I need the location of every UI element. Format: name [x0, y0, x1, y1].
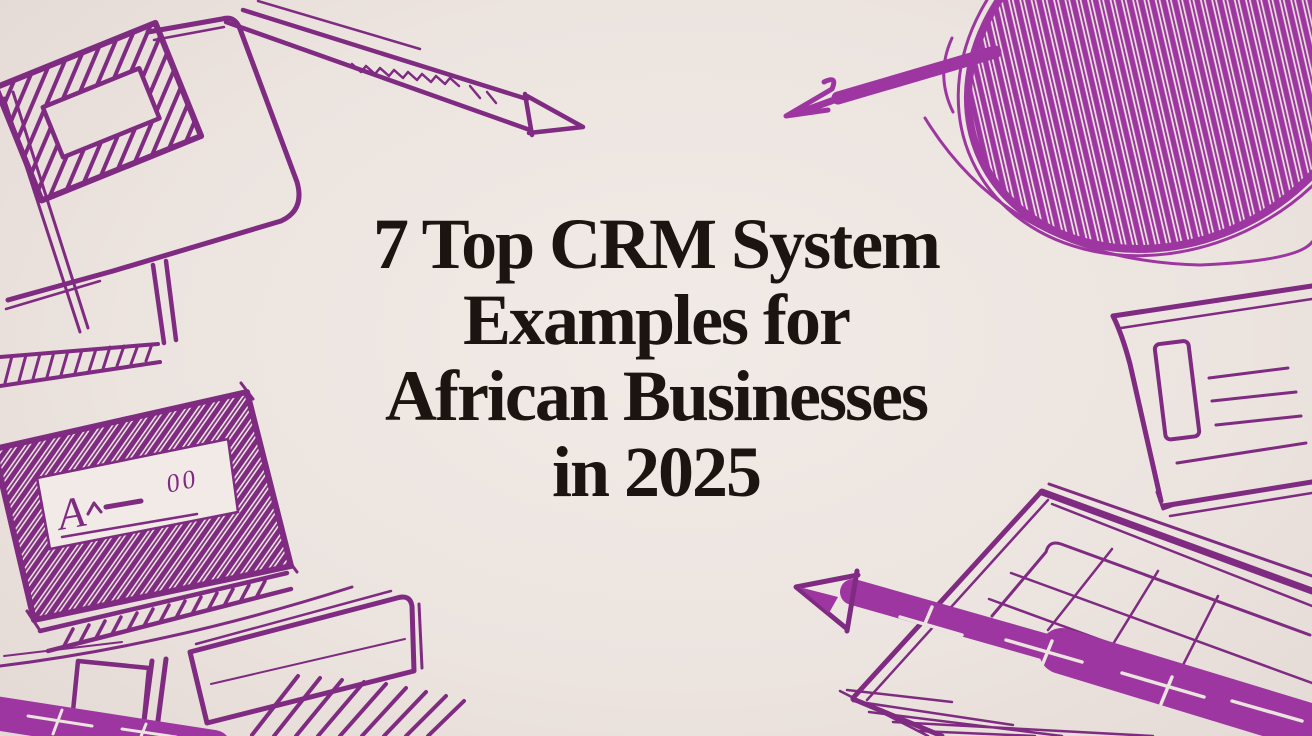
scribble-oval-sketch — [923, 0, 1312, 267]
pen-sketch — [793, 568, 1312, 736]
title-line-2: Examples for — [463, 280, 851, 360]
pencil-sketch — [223, 0, 586, 138]
tablet-stand-sketch — [0, 15, 302, 388]
contact-card-sketch — [1110, 283, 1312, 518]
title-line-3: African Businesses — [384, 356, 929, 436]
title-line-4: in 2025 — [551, 432, 762, 512]
arrow-sketch — [783, 45, 1002, 119]
title-line-1: 7 Top CRM System — [372, 204, 941, 284]
monitor-screen-sketch: A 00 — [0, 381, 354, 736]
keyboard-sketch — [0, 589, 466, 736]
page-title: 7 Top CRM System Examples for African Bu… — [0, 206, 1312, 510]
screen-label-digits: 00 — [164, 464, 201, 499]
picture-frame-sketch — [0, 19, 205, 334]
